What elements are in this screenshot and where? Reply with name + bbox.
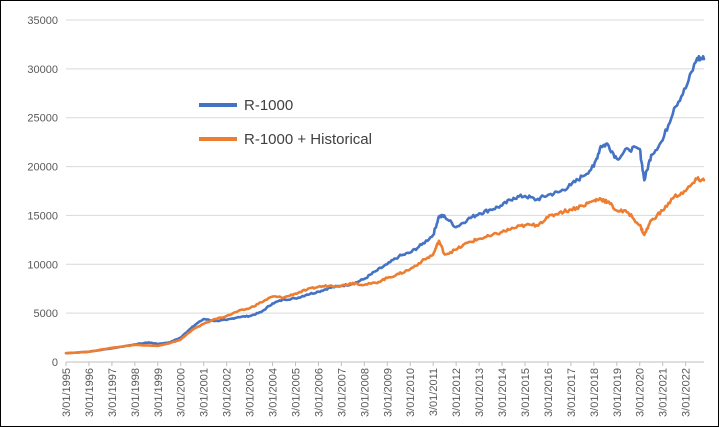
x-tick-label: 3/01/2021	[658, 368, 670, 417]
gridlines	[66, 19, 704, 363]
x-tick-label: 3/01/2011	[428, 368, 440, 416]
x-tick-label: 3/01/2015	[520, 368, 532, 417]
x-tick-label: 3/01/2020	[635, 368, 647, 417]
x-tick-label: 3/01/2009	[382, 368, 394, 417]
series-line-r1000-historical	[64, 176, 706, 355]
x-tick-label: 3/01/1996	[84, 368, 96, 417]
x-tick-label: 3/01/2003	[245, 368, 257, 417]
x-tick-label: 3/01/2008	[359, 368, 371, 417]
x-tick-label: 3/01/2000	[176, 368, 188, 417]
y-axis: 0 5000 10000 15000 20000 25000 30000 35000	[27, 15, 58, 369]
x-tick-label: 3/01/2016	[543, 368, 555, 417]
legend-label-r1000: R-1000	[244, 97, 293, 114]
y-tick-label: 35000	[27, 15, 58, 27]
y-tick-label: 15000	[27, 210, 58, 222]
x-tick-label: 3/01/2017	[566, 368, 578, 417]
x-tick-label: 3/01/2012	[451, 368, 463, 417]
x-tick-label: 3/01/2004	[268, 368, 280, 417]
series-layer	[64, 54, 706, 355]
x-tick-label: 3/01/1995	[61, 368, 73, 417]
legend: R-1000 R-1000 + Historical	[199, 97, 372, 148]
y-tick-label: 25000	[27, 113, 58, 125]
x-tick-label: 3/01/2013	[474, 368, 486, 417]
x-tick-label: 3/01/2006	[313, 368, 325, 417]
y-tick-label: 20000	[27, 162, 58, 174]
x-tick-label: 3/01/2005	[290, 368, 302, 417]
x-tick-label: 3/01/1999	[153, 368, 165, 417]
x-tick-label: 3/01/2022	[681, 368, 693, 417]
x-tick-label: 3/01/2007	[336, 368, 348, 417]
y-tick-label: 0	[52, 357, 58, 369]
y-tick-label: 30000	[27, 64, 58, 76]
x-tick-label: 3/01/1998	[130, 368, 142, 417]
x-tick-label: 3/01/2010	[405, 368, 417, 417]
x-tick-label: 3/01/2001	[199, 368, 211, 417]
x-tick-label: 3/01/1997	[107, 368, 119, 417]
x-axis: 3/01/1995 3/01/1996 3/01/1997 3/01/1998 3/01…	[61, 361, 704, 417]
legend-label-r1000-historical: R-1000 + Historical	[244, 131, 372, 148]
y-tick-label: 10000	[27, 259, 58, 271]
x-tick-label: 3/01/2014	[497, 368, 509, 417]
series-line-r1000	[64, 54, 706, 355]
x-tick-label: 3/01/2018	[589, 368, 601, 417]
x-tick-label: 3/01/2002	[222, 368, 234, 417]
y-tick-label: 5000	[34, 308, 58, 320]
x-tick-label: 3/01/2019	[612, 368, 624, 417]
